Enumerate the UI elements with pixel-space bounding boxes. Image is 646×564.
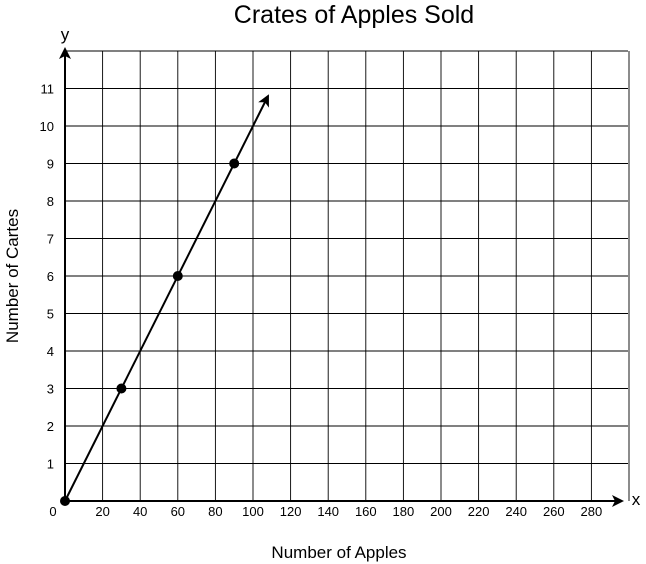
- x-tick-label: 240: [505, 504, 527, 519]
- y-tick-label: 4: [47, 344, 54, 359]
- x-tick-label: 40: [133, 504, 147, 519]
- x-tick-label: 20: [95, 504, 109, 519]
- x-axis-label: Number of Apples: [271, 543, 406, 562]
- x-tick-label: 60: [171, 504, 185, 519]
- y-tick-label: 8: [47, 194, 54, 209]
- axes: [59, 47, 624, 507]
- origin-label: 0: [49, 504, 56, 519]
- y-tick-label: 3: [47, 382, 54, 397]
- x-axis-letter: x: [632, 490, 641, 509]
- x-tick-label: 180: [393, 504, 415, 519]
- x-tick-label: 260: [543, 504, 565, 519]
- data-point: [60, 496, 70, 506]
- x-tick-label: 80: [208, 504, 222, 519]
- y-tick-label: 11: [41, 82, 55, 97]
- x-tick-label: 280: [581, 504, 603, 519]
- y-tick-label: 1: [47, 457, 54, 472]
- y-axis-letter: y: [61, 25, 70, 44]
- x-tick-label: 200: [430, 504, 452, 519]
- y-tick-label: 10: [40, 119, 54, 134]
- y-tick-label: 2: [47, 419, 54, 434]
- x-tick-label: 100: [242, 504, 264, 519]
- x-tick-label: 160: [355, 504, 377, 519]
- data-point: [116, 383, 127, 394]
- x-tick-label: 120: [280, 504, 302, 519]
- y-axis-label: Number of Cartes: [3, 209, 22, 343]
- series: [60, 94, 269, 506]
- x-tick-label: 140: [317, 504, 339, 519]
- x-tick-label: 220: [468, 504, 490, 519]
- y-tick-label: 7: [47, 232, 54, 247]
- data-point: [229, 158, 240, 169]
- y-tick-label: 6: [47, 269, 54, 284]
- chart-title: Crates of Apples Sold: [234, 1, 474, 29]
- data-point: [172, 271, 183, 281]
- series-line: [64, 94, 269, 502]
- y-tick-label: 5: [47, 307, 54, 322]
- grid: [65, 50, 630, 501]
- tick-labels: 20 40 60 80 100 120 140 160 180 200 220 240 260 28012…: [40, 82, 603, 520]
- y-tick-label: 9: [47, 157, 54, 172]
